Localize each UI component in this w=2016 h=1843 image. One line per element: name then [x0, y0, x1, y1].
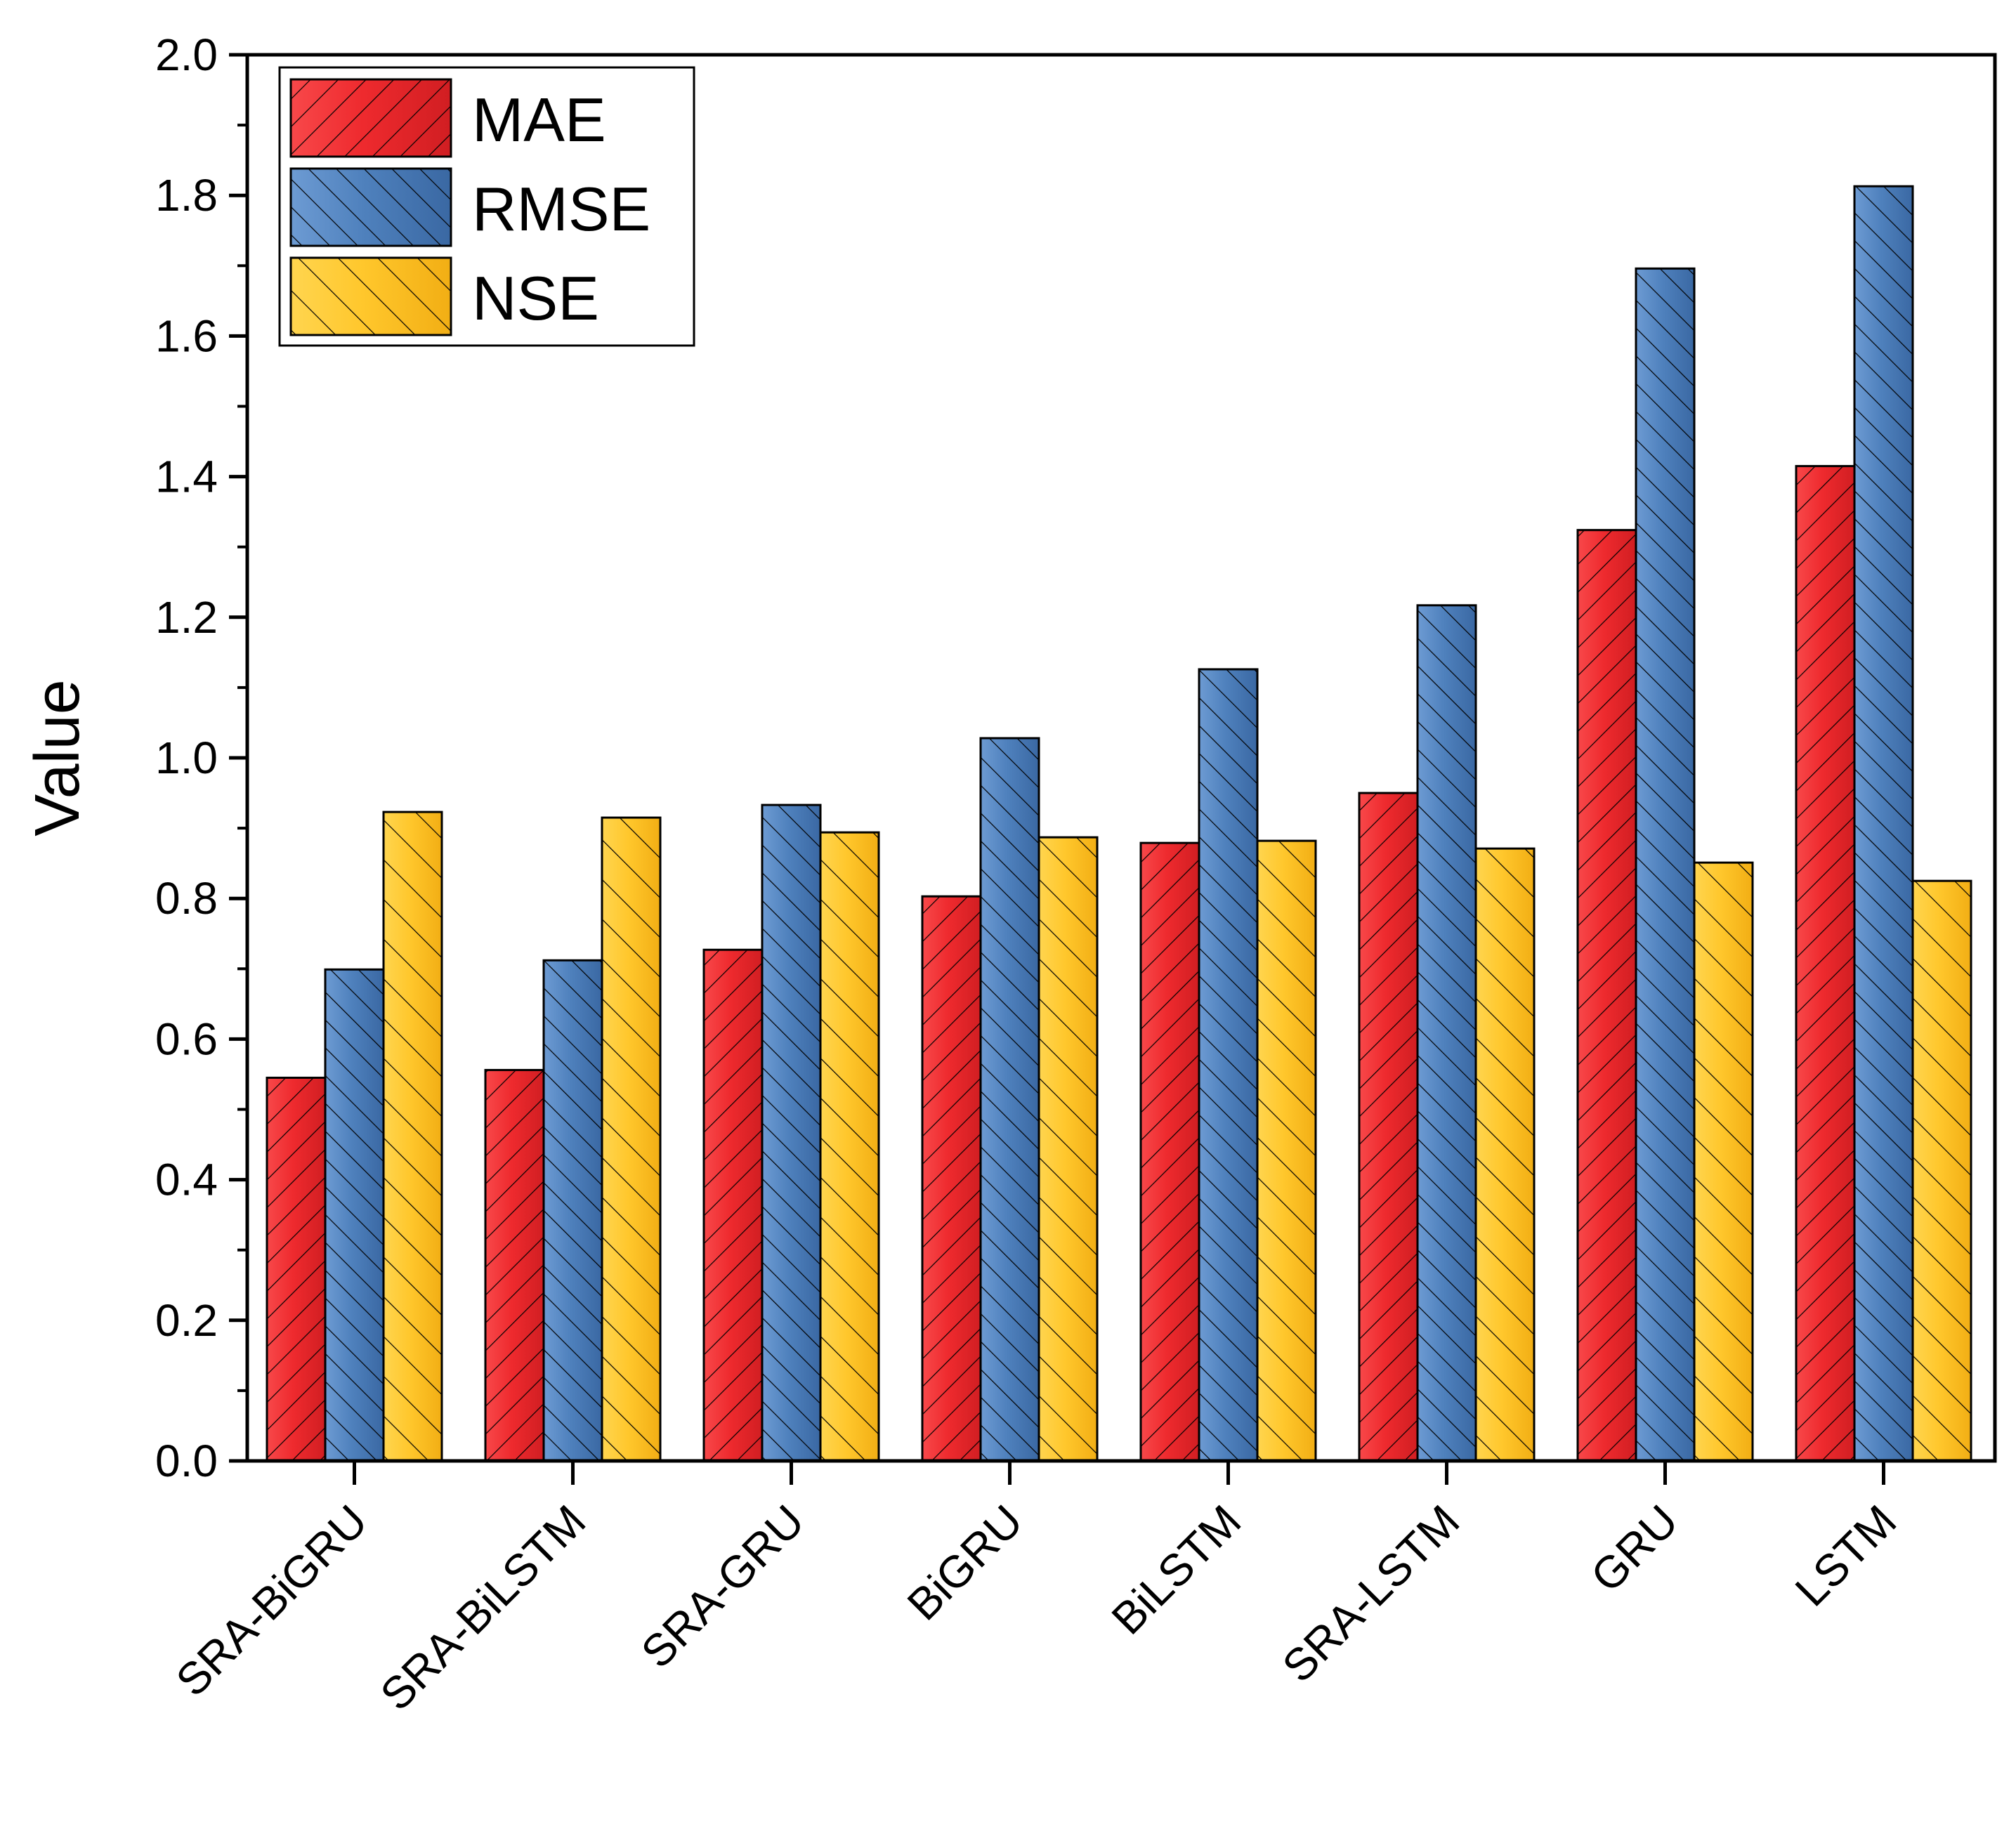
- y-tick-label: 1.6: [155, 310, 218, 361]
- bar-hatch-nse-bilstm: [1256, 839, 1317, 1462]
- bar-hatch-rmse-gru: [1635, 267, 1696, 1462]
- bar-hatch-rmse-sra-lstm: [1416, 604, 1477, 1462]
- bar-hatch-mae-bilstm: [1139, 841, 1200, 1462]
- plot-frame: [245, 53, 1997, 1463]
- bar-hatch-rmse-sra-gru: [761, 804, 822, 1462]
- y-tick-label: 1.8: [155, 170, 218, 221]
- bar-hatch-mae-lstm: [1795, 465, 1856, 1462]
- x-tick-label-sra-bilstm: SRA-BiLSTM: [370, 1495, 595, 1720]
- bar-hatch-nse-gru: [1693, 861, 1754, 1462]
- x-tick-label-bigru: BiGRU: [898, 1495, 1033, 1630]
- x-tick-label-sra-bigru: SRA-BiGRU: [166, 1495, 377, 1706]
- legend-label-rmse: RMSE: [472, 174, 650, 244]
- y-tick-label: 1.4: [155, 452, 218, 502]
- bar-hatch-mae-sra-gru: [702, 948, 764, 1462]
- bar-hatch-mae-bigru: [921, 895, 982, 1462]
- y-tick-label: 0.2: [155, 1295, 218, 1346]
- bar-hatch-rmse-sra-bigru: [324, 968, 385, 1462]
- bar-hatch-nse-lstm: [1911, 879, 1972, 1462]
- x-tick-label-lstm: LSTM: [1786, 1495, 1906, 1616]
- bar-hatch-nse-sra-bilstm: [601, 816, 662, 1462]
- y-tick-label: 1.2: [155, 592, 218, 643]
- bar-hatch-nse-sra-gru: [819, 831, 880, 1462]
- legend-label-nse: NSE: [472, 263, 599, 333]
- legend-swatch-hatch-rmse: [289, 167, 452, 247]
- x-axis-ticks: [353, 1461, 1885, 1485]
- y-tick-label: 0.6: [155, 1014, 218, 1064]
- x-tick-label-sra-gru: SRA-GRU: [631, 1495, 814, 1678]
- bar-hatch-nse-sra-bigru: [382, 811, 443, 1462]
- y-axis-title: Value: [22, 679, 93, 837]
- bars-group: [266, 185, 1972, 1462]
- bar-hatch-nse-sra-lstm: [1474, 847, 1536, 1462]
- x-tick-label-sra-lstm: SRA-LSTM: [1273, 1495, 1470, 1692]
- bar-hatch-rmse-lstm: [1853, 185, 1914, 1462]
- bar-hatch-rmse-bigru: [979, 737, 1040, 1462]
- bar-hatch-rmse-sra-bilstm: [542, 959, 603, 1462]
- legend: MAE RMSE NSE: [278, 66, 695, 347]
- legend-label-mae: MAE: [472, 85, 606, 155]
- y-tick-label: 0.0: [155, 1436, 218, 1486]
- bar-hatch-mae-sra-lstm: [1358, 792, 1419, 1462]
- bar-hatch-mae-sra-bilstm: [484, 1068, 545, 1462]
- y-tick-label: 0.8: [155, 873, 218, 924]
- y-tick-label: 0.4: [155, 1155, 218, 1205]
- legend-swatch-hatch-nse: [289, 256, 452, 336]
- y-axis-ticks: 0.0 0.2 0.4 0.6 0.8 1.0 1.2 1.4 1.6 1.8 2.0: [155, 29, 247, 1486]
- bar-hatch-mae-gru: [1576, 529, 1637, 1462]
- bar-hatch-nse-bigru: [1038, 836, 1099, 1462]
- x-tick-label-bilstm: BiLSTM: [1102, 1495, 1251, 1644]
- y-tick-label: 2.0: [155, 29, 218, 80]
- y-tick-label: 1.0: [155, 733, 218, 783]
- x-tick-label-gru: GRU: [1581, 1495, 1687, 1601]
- legend-swatch-hatch-mae: [289, 78, 452, 158]
- bar-hatch-rmse-bilstm: [1198, 668, 1259, 1462]
- bar-hatch-mae-sra-bigru: [266, 1076, 327, 1462]
